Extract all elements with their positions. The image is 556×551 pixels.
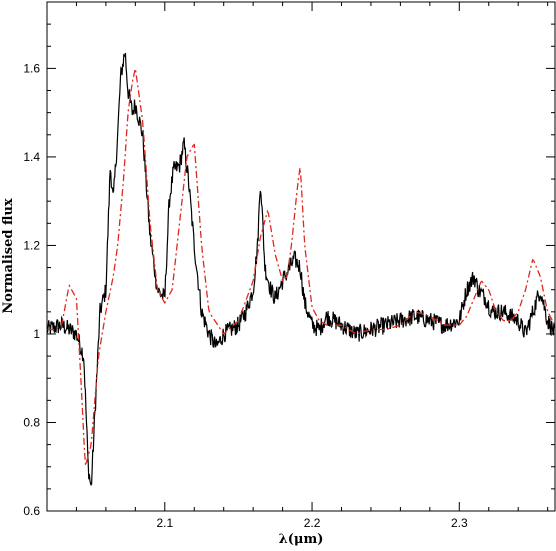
- x-axis-title: λ(μm): [279, 532, 324, 547]
- x-tick-label: 2.2: [304, 516, 321, 530]
- y-tick-label: 1: [33, 327, 40, 341]
- y-tick-label: 0.8: [23, 415, 40, 429]
- x-tick-label: 2.1: [156, 516, 173, 530]
- y-tick-label: 1.4: [23, 150, 40, 164]
- y-axis-title: Normalised flux: [1, 198, 16, 314]
- y-tick-label: 1.6: [23, 61, 40, 75]
- y-tick-label: 1.2: [23, 238, 40, 252]
- plot-frame: [46, 1, 556, 512]
- y-tick-label: 0.6: [23, 504, 40, 518]
- series-line-0: [47, 52, 555, 487]
- x-tick-label: 2.3: [451, 516, 468, 530]
- series-line-1: [47, 68, 555, 466]
